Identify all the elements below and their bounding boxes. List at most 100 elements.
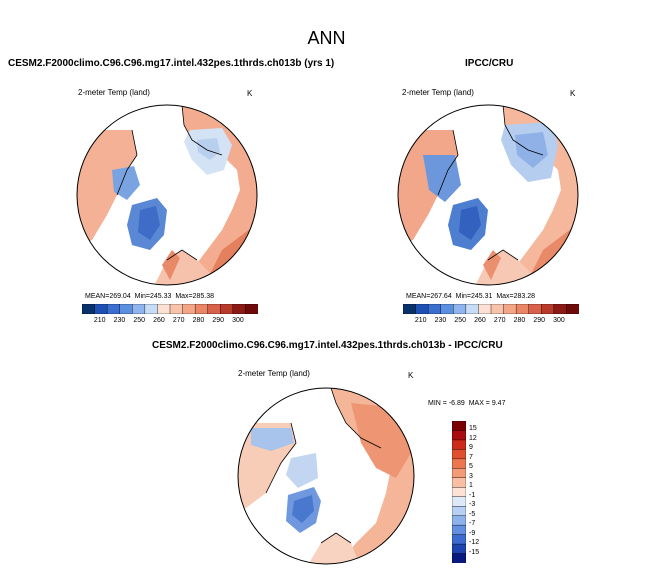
colorbar-swatch: [452, 496, 466, 507]
colorbar-swatch: [452, 439, 466, 450]
diff-stats: MIN = -6.89 MAX = 9.47: [428, 400, 506, 407]
colorbar-tick-label: 3: [469, 472, 473, 480]
colorbar-swatch: [220, 304, 234, 314]
diff-variable-label: 2-meter Temp (land): [238, 369, 310, 378]
colorbar-swatch: [453, 304, 467, 314]
colorbar-tick-label: -3: [469, 501, 476, 509]
colorbar-swatch: [490, 304, 505, 314]
model-namerica-cold: [112, 166, 140, 200]
obs-scandinavia: [483, 250, 501, 280]
obs-stats: MEAN=267.64 Min=245.31 Max=283.28: [406, 293, 536, 300]
colorbar-swatch: [528, 304, 542, 314]
model-units-label: K: [247, 89, 253, 98]
colorbar-tick-label: 280: [192, 317, 205, 324]
obs-units-label: K: [570, 89, 576, 98]
colorbar-swatch: [132, 304, 146, 314]
colorbar-tick-label: 300: [553, 317, 565, 324]
diff-namerica-cool: [251, 428, 294, 451]
colorbar-tick-label: 260: [153, 317, 165, 324]
colorbar-swatch: [452, 421, 466, 431]
colorbar-swatch: [452, 449, 466, 460]
colorbar-tick-label: 7: [469, 453, 473, 461]
colorbar-swatch: [452, 534, 466, 545]
colorbar-swatch: [452, 543, 466, 555]
colorbar-tick-label: 270: [172, 317, 185, 324]
colorbar-tick-label: -9: [469, 529, 476, 537]
diff-colorbar-ticks: 15 12 9 7 5 3 1 -1 -3 -5 -7 -9 -12 -15: [469, 421, 499, 563]
colorbar-swatch: [194, 304, 209, 314]
colorbar-swatch: [157, 304, 171, 314]
colorbar-tick-label: 230: [434, 317, 447, 324]
colorbar-tick-label: 300: [232, 317, 244, 324]
diff-greenland-core: [292, 495, 314, 523]
diff-panel-title: CESM2.F2000climo.C96.C96.mg17.intel.432p…: [152, 340, 503, 351]
colorbar-tick-label: -7: [469, 520, 476, 528]
colorbar-swatch: [245, 304, 258, 314]
colorbar-swatch: [452, 553, 466, 563]
colorbar-swatch: [415, 304, 429, 314]
colorbar-tick-label: 15: [469, 425, 477, 433]
colorbar-swatch: [452, 430, 466, 441]
colorbar-swatch: [515, 304, 530, 314]
obs-variable-label: 2-meter Temp (land): [402, 88, 474, 97]
colorbar-tick-label: -15: [469, 548, 480, 556]
obs-siberia-cold-core: [515, 132, 548, 168]
colorbar-swatch: [503, 304, 517, 314]
obs-panel-title: IPCC/CRU: [465, 58, 514, 69]
obs-greenland-core: [459, 206, 481, 240]
colorbar-tick-label: 1: [469, 482, 473, 490]
colorbar-tick-label: 290: [533, 317, 546, 324]
diff-units-label: K: [408, 371, 414, 380]
model-colorbar: [82, 304, 258, 314]
colorbar-swatch: [452, 477, 466, 488]
diff-colorbar: [452, 421, 466, 563]
model-panel-title: CESM2.F2000climo.C96.C96.mg17.intel.432p…: [8, 58, 335, 69]
model-coastline: [116, 105, 223, 261]
obs-coastline: [437, 105, 544, 261]
colorbar-swatch: [452, 515, 466, 526]
model-variable-label: 2-meter Temp (land): [78, 88, 150, 97]
colorbar-tick-label: 230: [113, 317, 126, 324]
colorbar-swatch: [452, 458, 466, 469]
model-scandinavia: [162, 250, 180, 280]
colorbar-tick-label: -5: [469, 510, 476, 518]
diff-polar-map: [237, 387, 415, 565]
colorbar-tick-label: -1: [469, 491, 476, 499]
model-siberia-cold-core: [197, 138, 220, 160]
colorbar-swatch: [94, 304, 108, 314]
colorbar-swatch: [478, 304, 492, 314]
obs-colorbar: [403, 304, 579, 314]
colorbar-tick-label: 210: [414, 317, 427, 324]
obs-colorbar-ticks: 210 230 250 260 270 280 290 300: [403, 317, 579, 327]
colorbar-swatch: [541, 304, 555, 314]
colorbar-tick-label: 9: [469, 444, 473, 452]
diff-arctic-cool: [286, 453, 318, 488]
colorbar-tick-label: 260: [474, 317, 486, 324]
colorbar-tick-label: 210: [93, 317, 106, 324]
colorbar-swatch: [427, 304, 442, 314]
colorbar-tick-label: 290: [212, 317, 225, 324]
colorbar-tick-label: 270: [493, 317, 506, 324]
obs-namerica-cold: [423, 155, 461, 202]
model-colorbar-ticks: 210 230 250 260 270 280 290 300: [82, 317, 258, 327]
colorbar-swatch: [169, 304, 184, 314]
model-stats: MEAN=269.04 Min=245.33 Max=285.38: [85, 293, 215, 300]
colorbar-tick-label: 280: [513, 317, 526, 324]
colorbar-swatch: [553, 304, 568, 314]
colorbar-swatch: [452, 487, 466, 498]
colorbar-swatch: [440, 304, 454, 314]
colorbar-swatch: [465, 304, 480, 314]
colorbar-swatch: [452, 505, 466, 517]
colorbar-swatch: [452, 468, 466, 479]
colorbar-swatch: [403, 304, 417, 314]
colorbar-swatch: [566, 304, 579, 314]
colorbar-swatch: [182, 304, 196, 314]
colorbar-swatch: [452, 524, 466, 536]
colorbar-swatch: [119, 304, 133, 314]
diff-europe: [306, 533, 361, 564]
page-title: ANN: [307, 28, 346, 48]
diff-coastline: [265, 388, 382, 544]
colorbar-swatch: [82, 304, 96, 314]
colorbar-tick-label: 12: [469, 434, 477, 442]
colorbar-tick-label: 250: [454, 317, 467, 324]
